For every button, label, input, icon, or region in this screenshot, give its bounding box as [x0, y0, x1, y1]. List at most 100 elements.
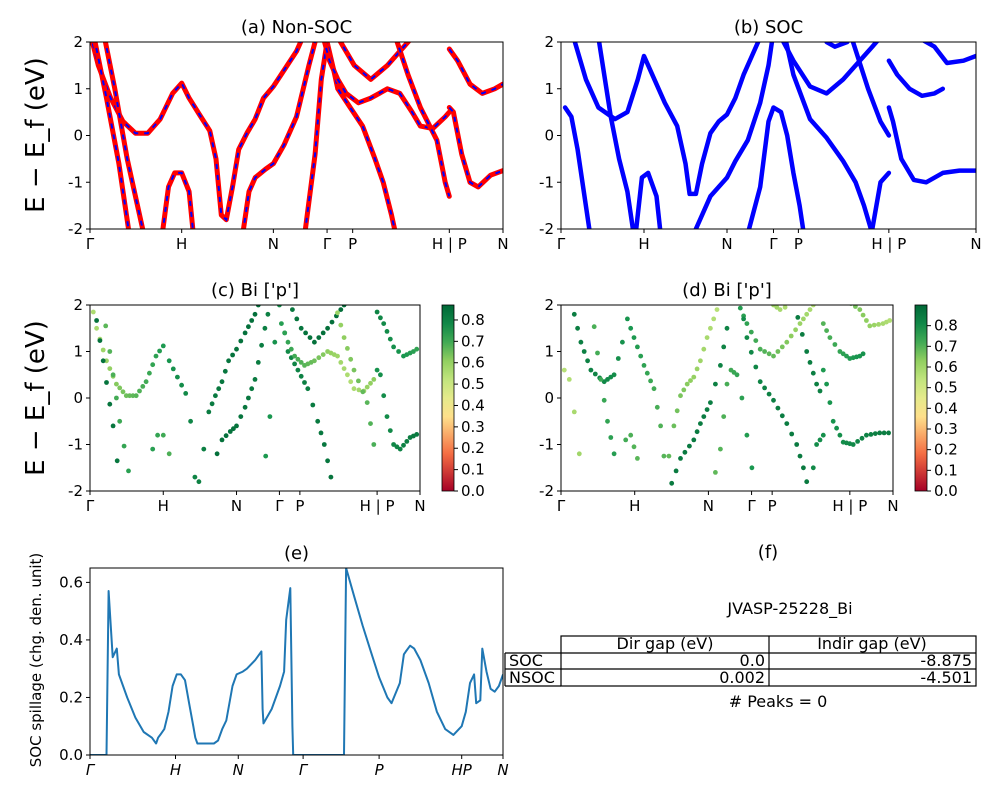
- colorbar-tick-label: 0.6: [934, 358, 958, 376]
- projection-dot: [635, 344, 640, 350]
- projection-dot: [188, 418, 194, 424]
- band-line-soc: [921, 42, 976, 66]
- projection-dot: [681, 387, 687, 393]
- projection-dot: [638, 353, 644, 359]
- projection-dot: [166, 358, 172, 364]
- projection-dot: [753, 338, 759, 343]
- projection-dot: [94, 325, 99, 331]
- projection-dot: [571, 311, 577, 317]
- projection-dot: [817, 388, 823, 394]
- x-tick-label: Γ: [557, 497, 566, 515]
- projection-dot: [795, 315, 801, 320]
- projection-dot: [701, 414, 707, 419]
- projection-dot: [305, 386, 311, 392]
- projection-dot: [666, 453, 672, 459]
- projection-dot: [625, 316, 630, 322]
- band-line-soc-overlay: [242, 42, 317, 229]
- projection-dot: [335, 353, 340, 359]
- projection-dot: [384, 414, 390, 419]
- projection-dot: [387, 336, 393, 342]
- projection-dot: [608, 435, 614, 440]
- projection-dot: [252, 311, 258, 317]
- band-line-soc-overlay: [161, 171, 194, 229]
- projection-dot: [704, 335, 710, 340]
- projection-dot: [320, 352, 326, 357]
- panel-title: (e): [284, 543, 309, 564]
- y-tick-label: 0.0: [59, 746, 83, 764]
- projection-dot: [566, 377, 572, 382]
- projection-dot: [628, 432, 634, 438]
- projection-dot: [766, 391, 772, 397]
- plot-frame: [560, 304, 894, 492]
- table-row-label: NSOC: [509, 668, 555, 687]
- projection-dot: [312, 358, 317, 364]
- projection-dot: [853, 305, 858, 309]
- projection-dot: [130, 393, 136, 399]
- projection-dot: [810, 305, 816, 308]
- projection-dot: [364, 400, 370, 405]
- y-tick-label: 0: [544, 389, 554, 407]
- projection-dot: [737, 305, 743, 311]
- projection-dot: [688, 378, 693, 383]
- plot-frame: [89, 304, 421, 492]
- colorbar-tick-label: 0.7: [934, 337, 958, 355]
- projection-dot: [246, 324, 251, 330]
- projection-dot: [246, 395, 251, 401]
- projection-dot: [711, 316, 717, 322]
- projection-dot: [252, 377, 258, 382]
- x-tick-label: H | P: [360, 497, 395, 515]
- x-tick-label: Γ: [86, 235, 95, 253]
- projection-dot: [328, 474, 334, 480]
- projection-dot: [160, 343, 166, 349]
- projection-dot: [578, 339, 584, 345]
- projection-dot: [414, 432, 420, 437]
- projection-dot: [799, 332, 805, 337]
- projection-dot: [857, 307, 863, 312]
- panel-e-spillage: (e) 0.0 0.2 0.4 0.6 Γ H N Γ P HP N: [59, 543, 508, 779]
- projection-dot: [335, 310, 340, 316]
- projection-dot: [249, 318, 255, 323]
- y-tick-label: 1: [73, 80, 83, 98]
- projection-dot: [814, 381, 819, 387]
- projection-dot: [147, 370, 152, 376]
- x-tick-label: N: [231, 497, 242, 515]
- projection-dot: [320, 330, 326, 336]
- x-tick-label: Γ: [275, 497, 284, 515]
- band-line-soc-overlay: [448, 48, 503, 95]
- projection-dot: [127, 393, 132, 399]
- projection-dot: [213, 393, 218, 399]
- projection-dot: [605, 418, 610, 424]
- colorbar-tick-label: 0.2: [461, 439, 485, 457]
- projection-dot: [292, 353, 297, 359]
- band-line-soc: [886, 58, 946, 99]
- band-line-soc: [633, 170, 663, 229]
- y-tick-label: 1: [73, 343, 83, 361]
- projection-dot: [396, 349, 401, 354]
- projection-dot: [100, 358, 106, 364]
- x-tick-label: H: [629, 497, 640, 515]
- colorbar-tick-label: 0.0: [934, 482, 958, 500]
- projection-dot: [267, 414, 273, 419]
- projection-dot: [133, 393, 139, 399]
- panel-title: (a) Non-SOC: [241, 17, 352, 38]
- band-line-soc-overlay: [339, 42, 410, 81]
- projection-dot: [744, 321, 750, 326]
- projection-dot: [391, 344, 396, 350]
- projection-dot: [691, 437, 697, 443]
- panel-title: (c) Bi ['p']: [211, 280, 299, 301]
- projection-dot: [820, 367, 826, 373]
- colorbar-tick-label: 0.5: [461, 375, 485, 393]
- projection-dot: [757, 346, 763, 352]
- projection-dot: [259, 342, 264, 348]
- projection-dot: [143, 379, 149, 385]
- projection-dot: [601, 397, 607, 403]
- projection-dot: [140, 384, 146, 389]
- x-tick-label: H: [158, 497, 169, 515]
- projection-dot: [242, 330, 248, 336]
- projection-dot: [814, 442, 819, 447]
- projection-dot: [368, 421, 373, 426]
- projection-dot: [114, 395, 119, 401]
- projection-dot: [721, 414, 727, 419]
